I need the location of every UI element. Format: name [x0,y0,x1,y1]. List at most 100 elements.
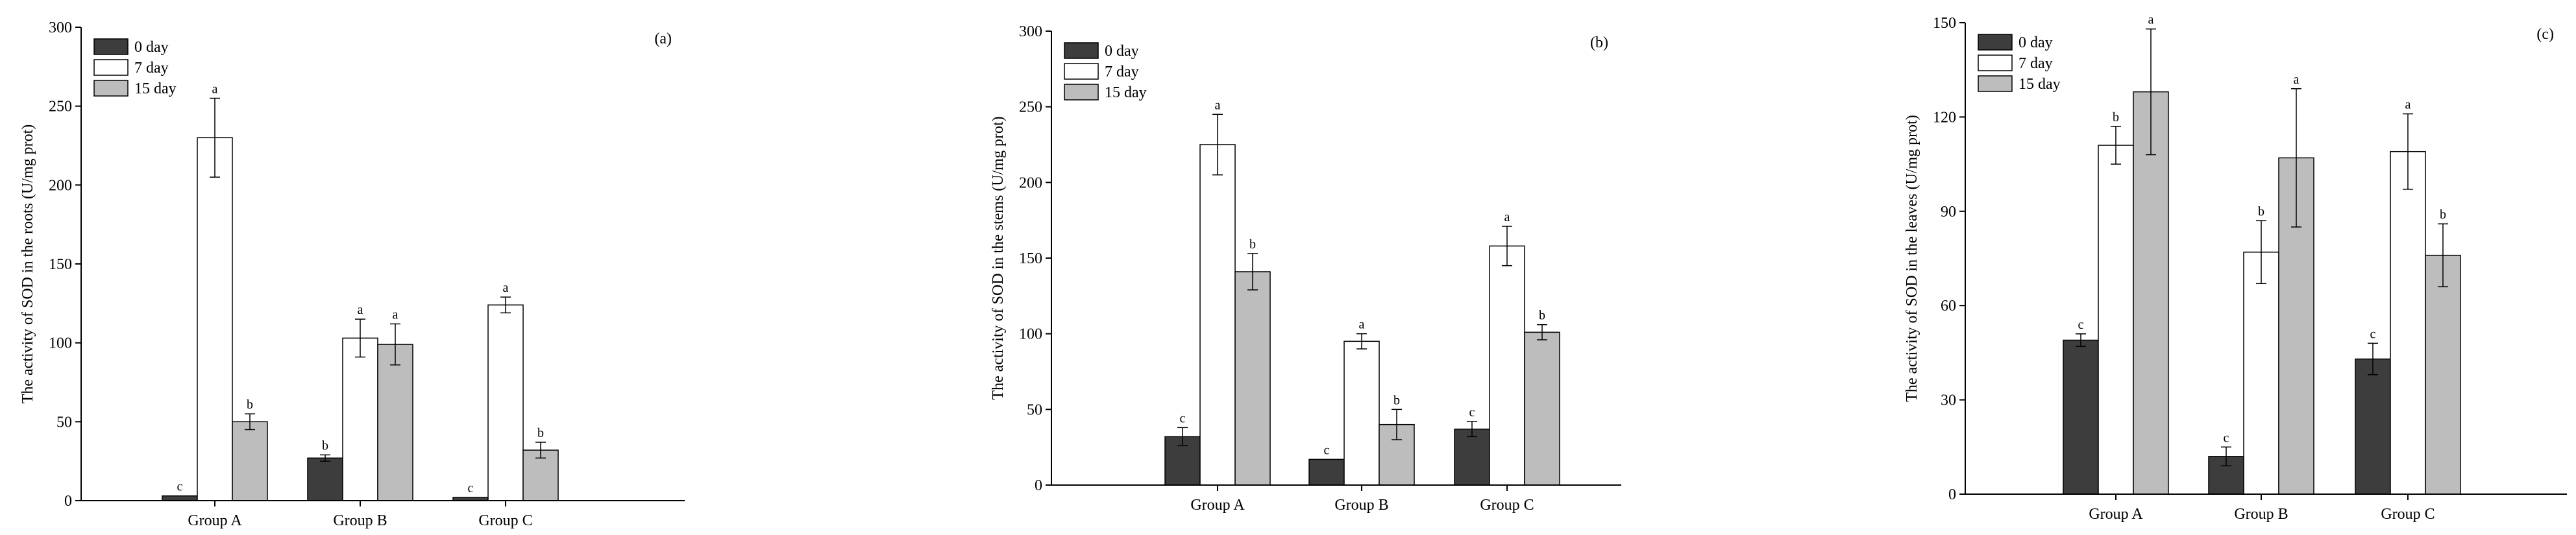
y-tick-label: 0 [1948,486,1956,503]
y-tick-label: 200 [1019,174,1042,191]
bar-0-day-group-b [307,457,343,501]
x-tick-label: Group C [2381,506,2435,523]
bar-15-day-group-a [2133,91,2169,495]
bar-7-day-group-b [1343,340,1380,486]
y-tick-label: 120 [1933,109,1956,126]
legend-label: 15 day [134,80,177,97]
significance-letter: b [2258,204,2264,219]
bar-7-day-group-a [2098,145,2134,495]
legend-swatch-7-day [1978,54,2013,71]
chart-panel-a: c b c a a a b a b 0 50 100 150 200 250 300 Group A Group … [19,19,685,529]
bar-0-day-group-a [2063,339,2099,495]
significance-letter: c [1180,411,1186,425]
legend-label: 15 day [2018,76,2061,93]
bar-7-day-group-a [1199,144,1236,486]
significance-letter: c [2224,431,2229,445]
significance-letter: c [1324,443,1330,457]
bar-15-day-group-a [232,421,268,501]
legend-label: 0 day [1105,43,1139,60]
legend-swatch-7-day [1064,63,1099,80]
significance-letter: b [322,438,328,453]
bar-7-day-group-c [487,304,524,501]
bar-0-day-group-c [2355,358,2391,495]
bar-0-day-group-c [1454,428,1490,486]
y-tick-label: 200 [49,177,72,194]
x-tick-label: Group B [333,512,387,529]
significance-letter: c [177,480,183,494]
legend-swatch-15-day [1064,84,1099,101]
x-tick-label: Group A [1190,497,1245,514]
significance-letter: c [2078,318,2084,332]
bar-15-day-group-b [377,344,413,501]
y-axis-label: The activity of SOD in the roots (U/mg p… [19,125,36,404]
legend-swatch-0-day [93,38,129,55]
y-tick-label: 0 [1035,477,1042,494]
significance-letter: b [2440,208,2446,222]
y-tick-label: 250 [1019,99,1042,116]
x-tick-label: Group B [2234,506,2288,523]
panel-label: (a) [654,30,672,47]
significance-letter: c [468,481,474,495]
significance-letter: b [1393,393,1400,407]
legend-swatch-7-day [93,59,129,76]
significance-letter: b [247,398,253,412]
y-tick-label: 250 [49,99,72,115]
y-axis-label: The activity of SOD in the stems (U/mg p… [990,116,1007,399]
legend-swatch-0-day [1064,42,1099,59]
significance-letter: a [393,307,399,322]
bar-15-day-group-a [1234,271,1271,486]
x-tick-label: Group C [478,512,532,529]
significance-letter: b [537,426,544,440]
y-tick-label: 150 [1019,250,1042,267]
legend-label: 7 day [1105,64,1139,80]
significance-letter: a [1504,210,1510,224]
y-tick-label: 30 [1941,392,1956,409]
bar-7-day-group-b [2243,252,2279,495]
y-tick-label: 300 [49,19,72,36]
x-tick-label: Group C [1480,497,1534,514]
significance-letter: b [1539,309,1545,323]
y-tick-label: 150 [49,256,72,273]
y-tick-label: 0 [64,493,72,510]
panel-label: (b) [1590,34,1608,51]
panel-label: (c) [2536,26,2554,43]
y-tick-label: 150 [1933,15,1956,32]
significance-letter: a [358,303,363,317]
chart-panel-c: c c c b b a a a b 0 30 60 90 120 150 Group A Group B Grou… [1904,13,2567,523]
bar-0-day-group-b [1308,458,1345,486]
bar-15-day-group-c [522,449,559,501]
legend-label: 7 day [134,60,169,77]
legend-swatch-0-day [1978,34,2013,51]
y-tick-label: 60 [1941,298,1956,315]
significance-letter: b [1249,237,1256,252]
legend-swatch-15-day [1978,75,2013,92]
significance-letter: a [1359,318,1365,332]
significance-letter: a [2148,13,2154,27]
significance-letter: c [2370,327,2376,341]
legend-label: 7 day [2018,55,2053,72]
legend-label: 0 day [134,39,169,56]
legend-swatch-15-day [93,80,129,97]
bar-7-day-group-a [197,137,233,501]
bar-7-day-group-b [342,337,378,501]
significance-letter: c [1469,405,1475,420]
x-tick-label: Group B [1334,497,1388,514]
significance-letter: a [212,82,218,97]
y-axis-label: The activity of SOD in the leaves (U/mg … [1904,115,1920,402]
significance-letter: b [2113,110,2119,125]
significance-letter: a [503,281,509,295]
x-tick-label: Group A [188,512,242,529]
significance-letter: a [1215,98,1221,112]
significance-letter: a [2294,73,2300,87]
x-tick-label: Group A [2089,506,2143,523]
bar-7-day-group-c [1489,245,1525,486]
y-tick-label: 90 [1941,204,1956,220]
y-tick-label: 50 [56,414,72,431]
y-tick-label: 300 [1019,23,1042,40]
chart-panel-b: c c c a a a b b b 0 50 100 150 200 250 300 Group A Group … [990,23,1621,514]
bar-15-day-group-c [1524,331,1560,486]
y-tick-label: 50 [1027,401,1042,418]
legend-label: 0 day [2018,34,2053,51]
legend-label: 15 day [1105,84,1147,101]
